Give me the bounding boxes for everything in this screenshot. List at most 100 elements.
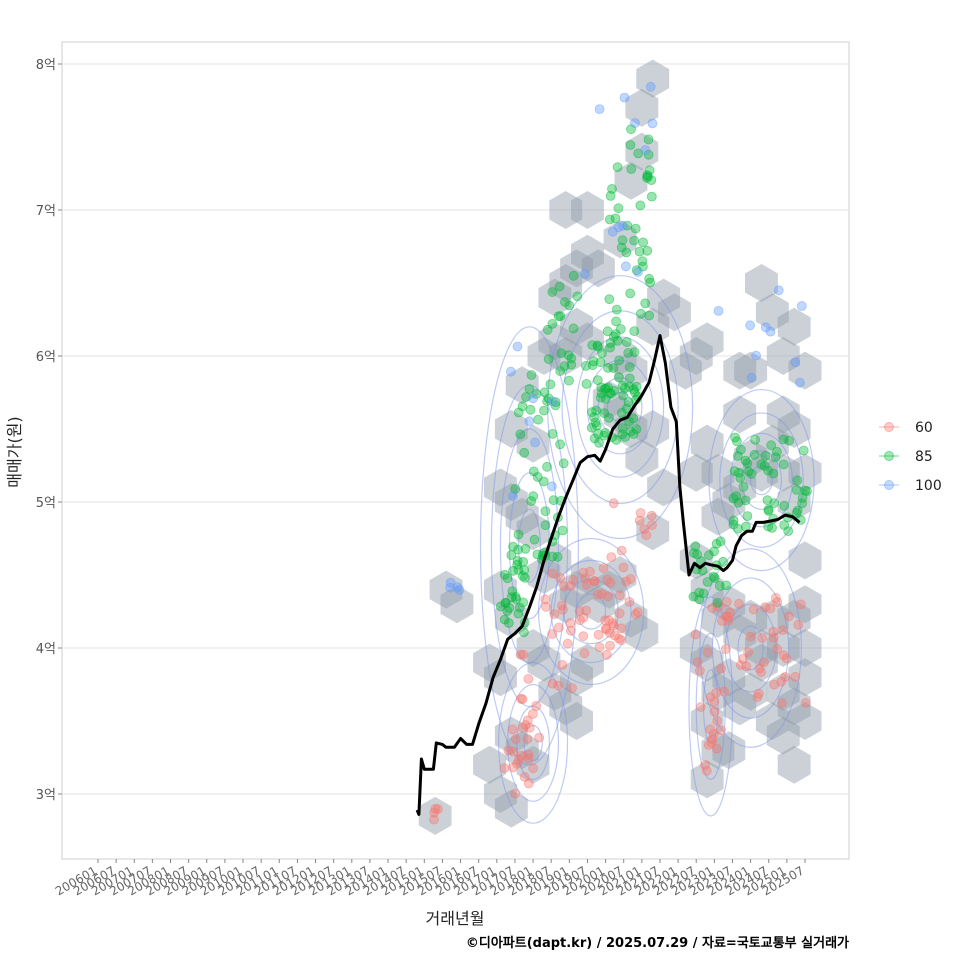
legend-key-point xyxy=(884,480,894,490)
hexbin-cell xyxy=(690,424,724,463)
data-point-85 xyxy=(613,203,624,214)
data-point-100 xyxy=(796,301,807,311)
data-point-85 xyxy=(762,495,773,506)
data-point-85 xyxy=(599,408,610,419)
data-point-85 xyxy=(513,544,524,555)
data-point-85 xyxy=(500,598,511,609)
data-point-100 xyxy=(619,92,630,103)
data-point-85 xyxy=(714,581,725,591)
data-point-60 xyxy=(646,510,657,521)
data-point-85 xyxy=(599,430,609,441)
data-point-85 xyxy=(637,256,648,267)
data-point-60 xyxy=(512,758,522,769)
density-contour xyxy=(730,432,793,528)
data-point-100 xyxy=(630,118,640,128)
data-point-60 xyxy=(705,724,716,735)
density-contour xyxy=(479,326,579,766)
data-point-60 xyxy=(735,660,746,670)
data-point-100 xyxy=(618,220,628,231)
hexbin-cell xyxy=(560,658,593,697)
data-point-60 xyxy=(610,630,620,641)
data-point-60 xyxy=(579,648,590,659)
data-point-100 xyxy=(508,491,518,502)
data-point-85 xyxy=(712,598,723,608)
data-point-85 xyxy=(645,277,655,288)
data-point-60 xyxy=(709,706,720,717)
data-point-60 xyxy=(712,716,723,726)
data-point-85 xyxy=(779,500,790,511)
data-point-85 xyxy=(611,316,621,327)
data-point-60 xyxy=(580,573,590,584)
x-axis: 2006012006072007012007072008012008072009… xyxy=(53,859,807,899)
legend-key-point xyxy=(884,422,894,432)
hexbin-cell xyxy=(723,351,757,390)
data-point-60 xyxy=(616,545,627,556)
data-point-60 xyxy=(528,763,538,774)
data-point-85 xyxy=(587,340,598,351)
data-point-60 xyxy=(601,624,612,635)
data-point-60 xyxy=(534,732,545,743)
data-point-60 xyxy=(734,598,744,609)
data-point-85 xyxy=(547,551,558,562)
data-point-85 xyxy=(731,491,742,502)
data-point-60 xyxy=(624,597,635,607)
data-point-60 xyxy=(795,599,806,610)
hexbin-cell xyxy=(766,337,800,375)
data-point-85 xyxy=(524,384,535,394)
data-point-85 xyxy=(557,525,568,536)
legend-label: 60 xyxy=(915,420,933,436)
data-point-85 xyxy=(643,134,654,145)
data-point-60 xyxy=(547,678,558,689)
density-contour xyxy=(699,548,802,748)
data-point-85 xyxy=(581,378,592,389)
density-contour xyxy=(719,412,804,548)
density-contour xyxy=(537,537,645,686)
data-point-85 xyxy=(797,492,808,503)
data-point-100 xyxy=(751,350,761,361)
data-point-85 xyxy=(554,281,565,292)
data-point-85 xyxy=(542,461,552,472)
data-point-85 xyxy=(543,354,554,365)
data-point-60 xyxy=(605,640,615,651)
hexbin-cell xyxy=(549,191,583,229)
data-point-85 xyxy=(642,245,653,256)
data-point-60 xyxy=(745,631,756,642)
data-point-60 xyxy=(701,765,712,776)
data-point-85 xyxy=(742,458,753,469)
data-point-60 xyxy=(776,676,787,687)
data-point-85 xyxy=(572,291,583,302)
data-point-85 xyxy=(610,213,621,224)
data-point-60 xyxy=(716,663,726,674)
hexbin-cell xyxy=(603,395,637,434)
data-point-60 xyxy=(625,574,636,584)
hexbin-cell xyxy=(647,278,681,317)
data-point-60 xyxy=(706,737,717,748)
data-point-85 xyxy=(740,455,751,466)
data-point-60 xyxy=(578,631,589,642)
data-point-60 xyxy=(721,597,732,607)
data-point-100 xyxy=(746,372,757,383)
data-point-85 xyxy=(612,335,623,346)
data-point-100 xyxy=(547,396,558,407)
hexbin-cell xyxy=(777,599,811,638)
data-point-60 xyxy=(596,589,607,599)
data-point-60 xyxy=(616,623,627,634)
hexbin-cell xyxy=(560,307,593,346)
data-point-85 xyxy=(533,414,543,425)
data-point-85 xyxy=(625,140,636,150)
data-point-85 xyxy=(734,467,744,478)
hexbin-cell xyxy=(777,410,811,448)
data-point-60 xyxy=(507,724,518,735)
density-contour xyxy=(516,705,550,781)
data-point-85 xyxy=(503,618,514,628)
data-point-60 xyxy=(702,647,713,658)
data-point-85 xyxy=(519,565,530,575)
y-tick-label: 5억 xyxy=(36,496,56,511)
gridlines xyxy=(62,63,849,795)
data-point-85 xyxy=(558,458,569,469)
data-point-85 xyxy=(624,362,635,373)
data-point-85 xyxy=(517,401,528,412)
hexbin-cell xyxy=(734,439,768,478)
density-contour xyxy=(750,464,773,496)
data-point-60 xyxy=(558,581,569,592)
